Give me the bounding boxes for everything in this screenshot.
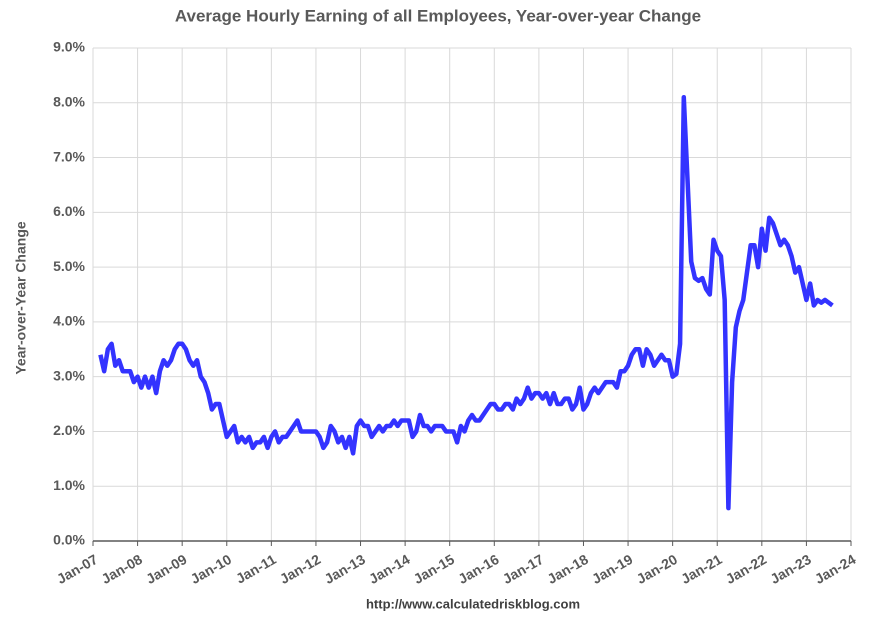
x-tick-label: Jan-21 — [678, 551, 725, 587]
x-tick-label: Jan-11 — [233, 551, 279, 587]
x-tick-label: Jan-13 — [321, 551, 368, 587]
data-line — [98, 95, 834, 511]
x-tick-label: Jan-09 — [143, 551, 190, 587]
x-tick-label: Jan-07 — [54, 551, 101, 587]
y-tick-label: 5.0% — [53, 258, 85, 274]
x-tick-label: Jan-12 — [277, 551, 324, 587]
x-tick-label: Jan-23 — [767, 551, 814, 587]
y-tick-label: 8.0% — [53, 93, 85, 109]
y-tick-label: 1.0% — [53, 477, 85, 493]
x-tick-label: Jan-19 — [589, 551, 636, 587]
x-tick-label: Jan-15 — [411, 551, 458, 587]
x-tick-label: Jan-10 — [188, 551, 235, 587]
y-tick-label: 9.0% — [53, 39, 85, 55]
x-tick-label: Jan-17 — [500, 551, 547, 587]
x-tick-label: Jan-08 — [99, 551, 146, 587]
chart-title: Average Hourly Earning of all Employees,… — [175, 6, 701, 25]
x-tick-label: Jan-20 — [634, 551, 681, 587]
y-tick-label: 6.0% — [53, 203, 85, 219]
x-tick-label: Jan-14 — [366, 551, 413, 587]
x-tick-label: Jan-22 — [723, 551, 770, 587]
y-tick-label: 0.0% — [53, 532, 85, 548]
source-note: http://www.calculatedriskblog.com — [366, 596, 580, 611]
y-axis-label: Year-over-Year Change — [13, 221, 29, 375]
x-tick-label: Jan-18 — [544, 551, 591, 587]
x-tick-label: Jan-16 — [455, 551, 502, 587]
y-tick-label: 3.0% — [53, 367, 85, 383]
y-tick-label: 4.0% — [53, 313, 85, 329]
x-tick-label: Jan-24 — [812, 551, 859, 587]
y-tick-label: 2.0% — [53, 422, 85, 438]
y-tick-label: 7.0% — [53, 148, 85, 164]
